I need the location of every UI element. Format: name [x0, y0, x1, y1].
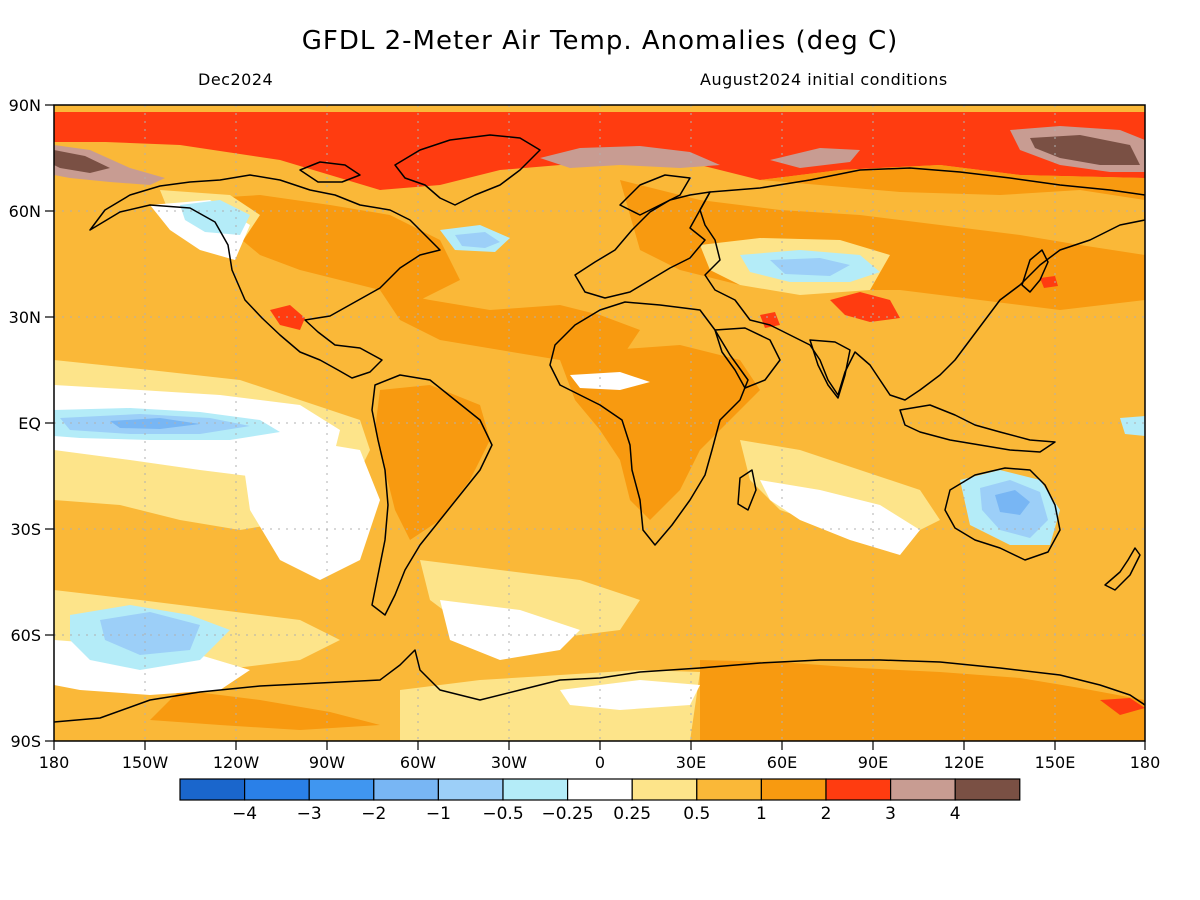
anomaly-beaufort-3to4	[54, 145, 165, 185]
colorbar-label: −1	[426, 804, 451, 824]
anomaly-kara-4plus	[1030, 135, 1140, 165]
anomaly-beaufort-4plus	[54, 150, 110, 173]
chart-title: GFDL 2-Meter Air Temp. Anomalies (deg C)	[301, 26, 899, 56]
anomaly-sahel-neutral	[570, 372, 650, 390]
anomaly-labrador-cold-1	[455, 232, 500, 248]
lon-label-30w: 30W	[491, 753, 527, 772]
colorbar-label: −0.5	[482, 804, 523, 824]
colorbar-label: 3	[885, 804, 896, 824]
colorbar-labels: −4 −3 −2 −1 −0.5 −0.25 0.25 0.5 1 2 3 4	[232, 804, 961, 824]
coastline-canadian-archipelago	[299, 161, 361, 183]
coastline-arabia	[714, 327, 781, 389]
anomaly-weddell-neutral	[440, 600, 580, 660]
coastline-africa	[549, 301, 749, 546]
colorbar-box	[244, 778, 310, 801]
valid-month-label: Dec2024	[198, 70, 274, 89]
coastline-australia	[944, 467, 1061, 561]
coastline-new-zealand	[1104, 547, 1141, 591]
coastline-asia	[699, 167, 1145, 401]
colorbar: −4 −3 −2 −1 −0.5 −0.25 0.25 0.5 1 2 3 4	[179, 778, 1021, 824]
lat-label-60s: 60S	[10, 626, 41, 645]
anomaly-southern-ocean-1to2	[150, 690, 380, 730]
lon-label-120w: 120W	[213, 753, 260, 772]
coastlines	[54, 134, 1145, 723]
anomaly-japan-2to3	[1040, 276, 1058, 288]
anomaly-west-pacific-cool	[1120, 416, 1145, 436]
colorbar-box	[825, 778, 892, 801]
colorbar-label: −4	[232, 804, 257, 824]
anomaly-laptev-3to4	[770, 148, 860, 168]
anomaly-tibet-2to3	[830, 292, 900, 322]
lat-label-30s: 30S	[10, 520, 41, 539]
lat-label-30n: 30N	[9, 308, 41, 327]
coastline-europe	[574, 191, 711, 299]
colorbar-label: −0.25	[542, 804, 594, 824]
anomaly-south-america-1to2	[375, 385, 490, 540]
lon-label-60w: 60W	[400, 753, 436, 772]
colorbar-box	[179, 778, 246, 801]
lon-label-180e: 180	[1130, 753, 1161, 772]
lon-label-120e: 120E	[944, 753, 985, 772]
coastline-antarctica	[54, 649, 1145, 723]
anomaly-ross-2to3	[1100, 698, 1145, 715]
longitude-labels: 180 150W 120W 90W 60W 30W 0 30E 60E 90E …	[39, 753, 1161, 772]
lat-label-eq: EQ	[18, 414, 41, 433]
anomaly-equatorial-cold-2	[110, 418, 200, 429]
colorbar-box	[760, 778, 827, 801]
anomaly-north-atlantic-1to2	[380, 290, 640, 360]
lat-label-90n: 90N	[9, 96, 41, 115]
latitude-labels: 90N 60N 30N EQ 30S 60S 90S	[9, 96, 41, 751]
anomaly-siberia-cold-1	[770, 258, 850, 276]
coastline-north-america	[89, 174, 441, 379]
coastline-maritime-continent	[899, 404, 1056, 453]
anomaly-antarctic-neutral	[560, 680, 700, 710]
anomaly-south-pacific-cold-1	[100, 612, 200, 655]
colorbar-label: 4	[950, 804, 961, 824]
coastline-scandinavia	[619, 174, 691, 216]
colorbar-label: 0.5	[683, 804, 710, 824]
lon-label-150e: 150E	[1035, 753, 1076, 772]
coastline-japan	[1021, 249, 1049, 293]
anomaly-canada-cool	[180, 200, 250, 235]
colorbar-box	[889, 778, 956, 801]
lat-label-60n: 60N	[9, 202, 41, 221]
lat-label-90s: 90S	[10, 732, 41, 751]
graticule	[54, 105, 1145, 741]
colorbar-label: −3	[297, 804, 322, 824]
anomaly-greenland-sea-3to4	[540, 146, 720, 168]
coastline-south-america	[371, 374, 493, 616]
colorbar-label: 1	[756, 804, 767, 824]
colorbar-box	[308, 778, 375, 801]
colorbar-box	[502, 778, 569, 801]
coastline-india	[809, 339, 851, 399]
colorbar-label: −2	[361, 804, 386, 824]
colorbar-label: 2	[821, 804, 832, 824]
lon-label-60e: 60E	[767, 753, 797, 772]
colorbar-boxes	[179, 778, 1021, 801]
colorbar-box	[373, 778, 439, 801]
tick-marks	[45, 104, 1146, 750]
anomaly-arctic-2to3-siberia	[760, 165, 1145, 200]
initial-conditions-label: August2024 initial conditions	[700, 70, 948, 89]
lon-label-90e: 90E	[858, 753, 888, 772]
lon-label-90w: 90W	[309, 753, 345, 772]
anomaly-australia-cold-2	[995, 490, 1030, 515]
colorbar-label: 0.25	[613, 804, 651, 824]
colorbar-box	[954, 778, 1021, 801]
lon-label-30e: 30E	[676, 753, 706, 772]
coastline-madagascar	[737, 469, 757, 511]
lon-label-180w: 180	[39, 753, 70, 772]
coastline-greenland	[394, 134, 541, 206]
anomaly-indian-neutral	[760, 480, 920, 555]
colorbar-box	[696, 778, 762, 801]
anomaly-southeast-pacific-neutral	[240, 440, 380, 580]
anomaly-antarctic-1to2	[700, 660, 1145, 741]
colorbar-box	[566, 778, 633, 801]
lon-label-0: 0	[595, 753, 605, 772]
colorbar-box	[631, 778, 698, 801]
colorbar-box	[437, 778, 504, 801]
lon-label-150w: 150W	[122, 753, 169, 772]
